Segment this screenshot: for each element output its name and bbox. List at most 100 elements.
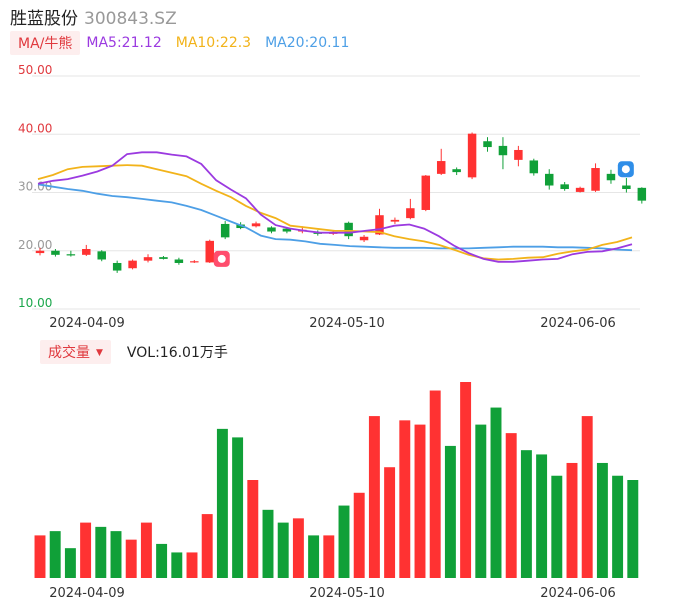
- volume-bar: [429, 390, 441, 578]
- candle-body: [498, 145, 508, 156]
- bear-marker-dot: [621, 165, 630, 174]
- volume-bar: [490, 407, 502, 578]
- volume-type-selector[interactable]: 成交量 ▼: [40, 340, 111, 364]
- volume-bar: [475, 424, 487, 578]
- candle-body: [128, 260, 137, 269]
- volume-bar: [277, 522, 289, 578]
- y-tick-label: 40.00: [18, 121, 52, 135]
- candle-body: [529, 160, 539, 174]
- y-tick-label: 20.00: [18, 238, 52, 252]
- volume-bar: [262, 509, 274, 578]
- volume-bar: [520, 450, 532, 578]
- candle-body: [174, 259, 184, 263]
- candle-body: [452, 169, 461, 173]
- volume-bar: [247, 480, 259, 578]
- volume-bar: [110, 531, 122, 578]
- candle-body: [622, 185, 631, 190]
- candle-body: [51, 250, 60, 255]
- volume-bar: [399, 420, 411, 578]
- volume-bar: [612, 475, 624, 578]
- volume-bar: [64, 548, 76, 578]
- ma10-label: MA10:22.3: [175, 35, 252, 51]
- candle-body: [190, 261, 199, 263]
- x-tick-label: 2024-06-06: [540, 316, 616, 331]
- volume-type-label: 成交量: [48, 345, 90, 361]
- candle-body: [97, 251, 106, 260]
- volume-bar: [323, 535, 335, 578]
- stock-code: 300843.SZ: [84, 9, 177, 29]
- volume-bar: [536, 454, 548, 578]
- ma-type-selector[interactable]: MA/牛熊: [10, 31, 81, 55]
- volume-bar: [171, 552, 183, 578]
- candle-body: [514, 149, 523, 160]
- candle-body: [406, 208, 415, 219]
- candle-body: [591, 168, 600, 191]
- volume-bar: [140, 522, 152, 578]
- ma10-line: [37, 164, 633, 261]
- y-tick-label: 50.00: [18, 63, 52, 77]
- ma5-label: MA5:21.12: [86, 35, 162, 51]
- candle-body: [560, 184, 569, 190]
- candle-body: [82, 249, 91, 255]
- candle-body: [421, 175, 431, 210]
- candle-body: [35, 250, 45, 254]
- candle-body: [282, 228, 292, 232]
- candle-body: [205, 240, 214, 263]
- volume-bar: [232, 437, 244, 578]
- volume-bar: [292, 518, 304, 578]
- stock-name: 胜蓝股份: [10, 9, 78, 29]
- volume-bar: [80, 522, 92, 578]
- x-tick-label: 2024-05-10: [309, 316, 385, 331]
- volume-bar: [186, 552, 198, 578]
- volume-bar: [368, 416, 380, 578]
- candle-body: [267, 227, 276, 232]
- candle-body: [112, 262, 122, 271]
- candle-body: [436, 161, 446, 174]
- volume-bar: [551, 475, 563, 578]
- volume-legend: 成交量 ▼ VOL:16.01万手: [40, 340, 228, 364]
- candle-body: [159, 257, 168, 259]
- volume-bar: [95, 526, 107, 578]
- volume-bar: [460, 382, 472, 578]
- dropdown-arrow-icon: ▼: [96, 348, 103, 358]
- candle-body: [575, 187, 585, 192]
- volume-x-tick-label: 2024-06-06: [540, 586, 616, 601]
- x-tick-label: 2024-04-09: [49, 316, 125, 331]
- volume-value: VOL:16.01万手: [126, 345, 228, 361]
- ma20-line: [37, 183, 633, 252]
- ma5-line: [37, 151, 633, 263]
- volume-x-tick-label: 2024-04-09: [49, 586, 125, 601]
- stock-title: 胜蓝股份 300843.SZ: [10, 4, 177, 29]
- volume-bar: [414, 424, 426, 578]
- candle-body: [220, 223, 230, 238]
- volume-bar: [156, 543, 168, 578]
- volume-bar: [596, 462, 608, 578]
- volume-x-tick-label: 2024-05-10: [309, 586, 385, 601]
- volume-bar: [581, 416, 593, 578]
- volume-bar: [505, 433, 517, 578]
- volume-bar: [338, 505, 350, 578]
- candle-body: [143, 257, 153, 261]
- volume-bar: [627, 480, 639, 578]
- volume-bar: [444, 445, 456, 578]
- volume-bar: [216, 428, 228, 578]
- ma-legend: MA/牛熊 MA5:21.12 MA10:22.3 MA20:20.11: [10, 31, 349, 55]
- volume-bar: [353, 492, 365, 578]
- candle-body: [66, 254, 76, 256]
- ma20-label: MA20:20.11: [265, 35, 350, 51]
- candle-body: [359, 236, 369, 241]
- candle-body: [637, 187, 647, 201]
- candle-body: [544, 173, 554, 186]
- candle-body: [375, 215, 384, 235]
- candle-body: [606, 173, 616, 181]
- bull-marker-dot: [217, 254, 226, 263]
- candle-body: [390, 219, 400, 222]
- candle-body: [251, 223, 261, 227]
- candle-body: [467, 133, 477, 178]
- volume-bar: [308, 535, 320, 578]
- candle-body: [483, 141, 492, 148]
- candle-body: [344, 222, 353, 237]
- volume-bar: [49, 531, 61, 578]
- volume-bar: [566, 462, 578, 578]
